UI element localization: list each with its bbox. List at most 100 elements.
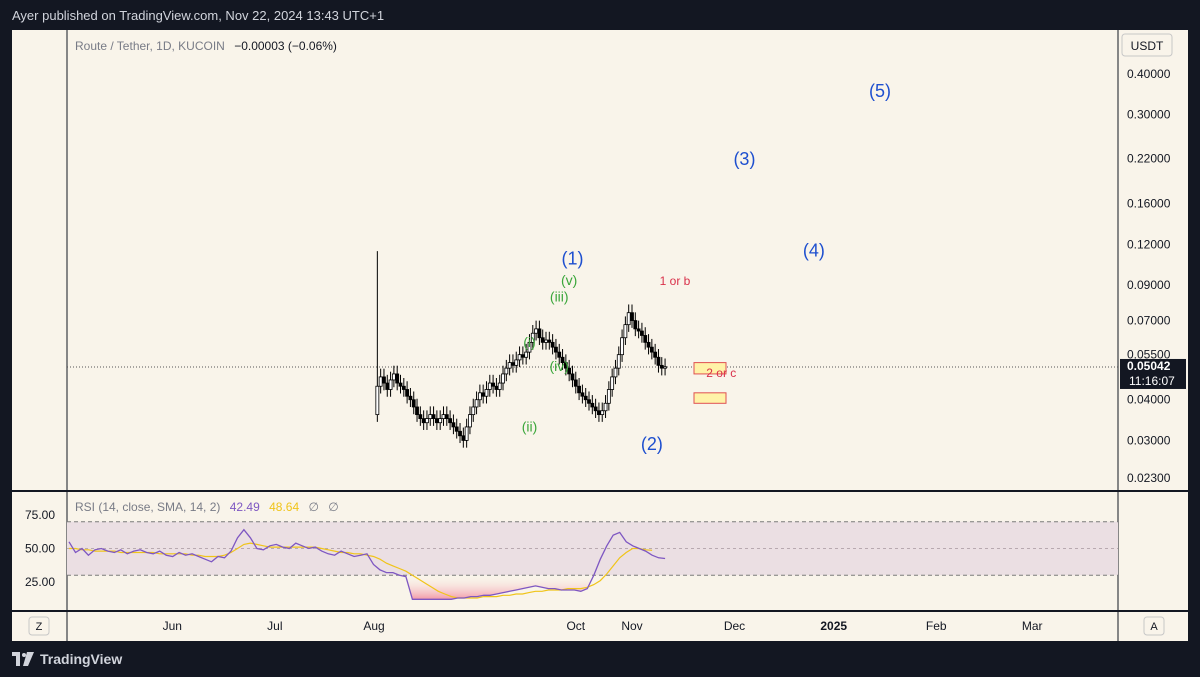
candle [434, 418, 439, 424]
candle [633, 320, 638, 330]
target-box[interactable] [693, 362, 727, 375]
time-axis[interactable] [12, 612, 1188, 641]
candle [391, 373, 396, 381]
chart[interactable]: 0.40000 0.30000 0.22000 0.16000 0.12000 0.090… [12, 30, 1188, 641]
price-tick-label: 0.16000 [1127, 197, 1171, 211]
time-tick-label: Jun [163, 619, 182, 633]
wave-label: (iv) [550, 358, 569, 374]
time-tick-label: Nov [621, 619, 642, 633]
candle [411, 399, 416, 408]
zoom-button[interactable] [28, 616, 50, 636]
price-tick-label: 0.22000 [1127, 152, 1171, 166]
candle [481, 392, 486, 397]
candle [626, 312, 631, 326]
rsi-axis[interactable] [1118, 492, 1188, 610]
wave-label: (v) [561, 272, 577, 288]
candle [520, 354, 525, 358]
candle [616, 354, 621, 369]
candle [649, 346, 654, 353]
candle [385, 382, 390, 390]
currency-button[interactable] [1121, 33, 1173, 57]
candle [567, 367, 572, 375]
candle [613, 367, 618, 378]
rsi-legend[interactable]: RSI (14, close, SMA, 14, 2) [75, 500, 220, 514]
candle [468, 414, 472, 428]
candle [603, 402, 608, 412]
wave-label: (2) [641, 434, 663, 454]
tradingview-logo-icon [12, 652, 34, 666]
wave-label: (3) [733, 149, 755, 169]
zoom-button-label: Z [36, 621, 43, 633]
auto-scale-button[interactable] [1143, 616, 1165, 636]
candle [563, 362, 568, 369]
candle [524, 351, 529, 358]
price-tick-label: 0.12000 [1127, 237, 1171, 251]
candle [577, 385, 581, 394]
rsi-tick-label: 50.00 [25, 541, 55, 555]
candle [557, 351, 562, 358]
candle [497, 382, 502, 390]
candle [388, 379, 393, 390]
price-tick-label: 0.40000 [1127, 67, 1171, 81]
symbol-legend[interactable]: Route / Tether, 1D, KUCOIN [75, 39, 225, 53]
candle [656, 356, 661, 366]
candle [623, 324, 628, 339]
price-tick-label: 0.07000 [1127, 314, 1171, 328]
candle [573, 379, 578, 387]
candle [484, 389, 489, 397]
candle [378, 376, 383, 387]
candle [431, 414, 436, 420]
brand[interactable]: TradingView [12, 651, 122, 667]
candle [511, 362, 515, 366]
time-tick-label: Mar [1022, 619, 1043, 633]
wave-label: (4) [803, 241, 825, 261]
target-box[interactable] [693, 392, 727, 404]
candle [630, 312, 634, 321]
candle [441, 414, 446, 420]
time-tick-label: Aug [363, 619, 384, 633]
wave-label: (i) [523, 334, 535, 350]
time-tick-label: Oct [566, 619, 585, 633]
price-tick-label: 0.02300 [1127, 471, 1171, 485]
candle [597, 410, 601, 416]
rsi-extra-2: ∅ [328, 500, 338, 514]
candle [494, 385, 499, 390]
candle [514, 359, 519, 366]
svg-text:Route / Tether, 1D, KUCOIN: Route / Tether, 1D, KUCOIN −0.00003 (−0.… [75, 39, 337, 53]
candle [425, 418, 429, 424]
candle [395, 373, 400, 384]
brand-name: TradingView [40, 651, 123, 667]
wave-label: 1 or b [660, 274, 691, 288]
candle [610, 376, 615, 390]
price-tag-value: 0.05042 [1127, 359, 1171, 373]
price-pane[interactable] [67, 30, 1118, 490]
rsi-line [68, 528, 666, 600]
rsi-value: 42.49 [230, 500, 260, 514]
wave-label: (1) [561, 249, 583, 269]
candle [534, 328, 538, 334]
candle [501, 373, 505, 384]
time-tick-label: 2025 [820, 619, 847, 633]
time-tick-label: Feb [926, 619, 947, 633]
rsi-sma-value: 48.64 [269, 500, 299, 514]
candle [491, 382, 495, 387]
candle [570, 373, 575, 381]
candle [530, 332, 535, 343]
candle [382, 376, 386, 384]
candle [646, 341, 651, 348]
rsi-left-gutter [12, 492, 67, 610]
candle [554, 346, 558, 353]
candle [537, 328, 542, 339]
candle [560, 356, 565, 364]
left-gutter [12, 30, 67, 490]
price-tag-countdown: 11:16:07 [1129, 374, 1175, 388]
candle [663, 366, 667, 369]
price-axis[interactable] [1118, 30, 1188, 490]
candle [451, 422, 456, 428]
candle [477, 392, 482, 401]
candle [421, 418, 426, 424]
wave-label: (5) [869, 81, 891, 101]
change-legend: −0.00003 (−0.06%) [234, 39, 337, 53]
rsi-extra-1: ∅ [308, 500, 318, 514]
candle [620, 337, 624, 356]
